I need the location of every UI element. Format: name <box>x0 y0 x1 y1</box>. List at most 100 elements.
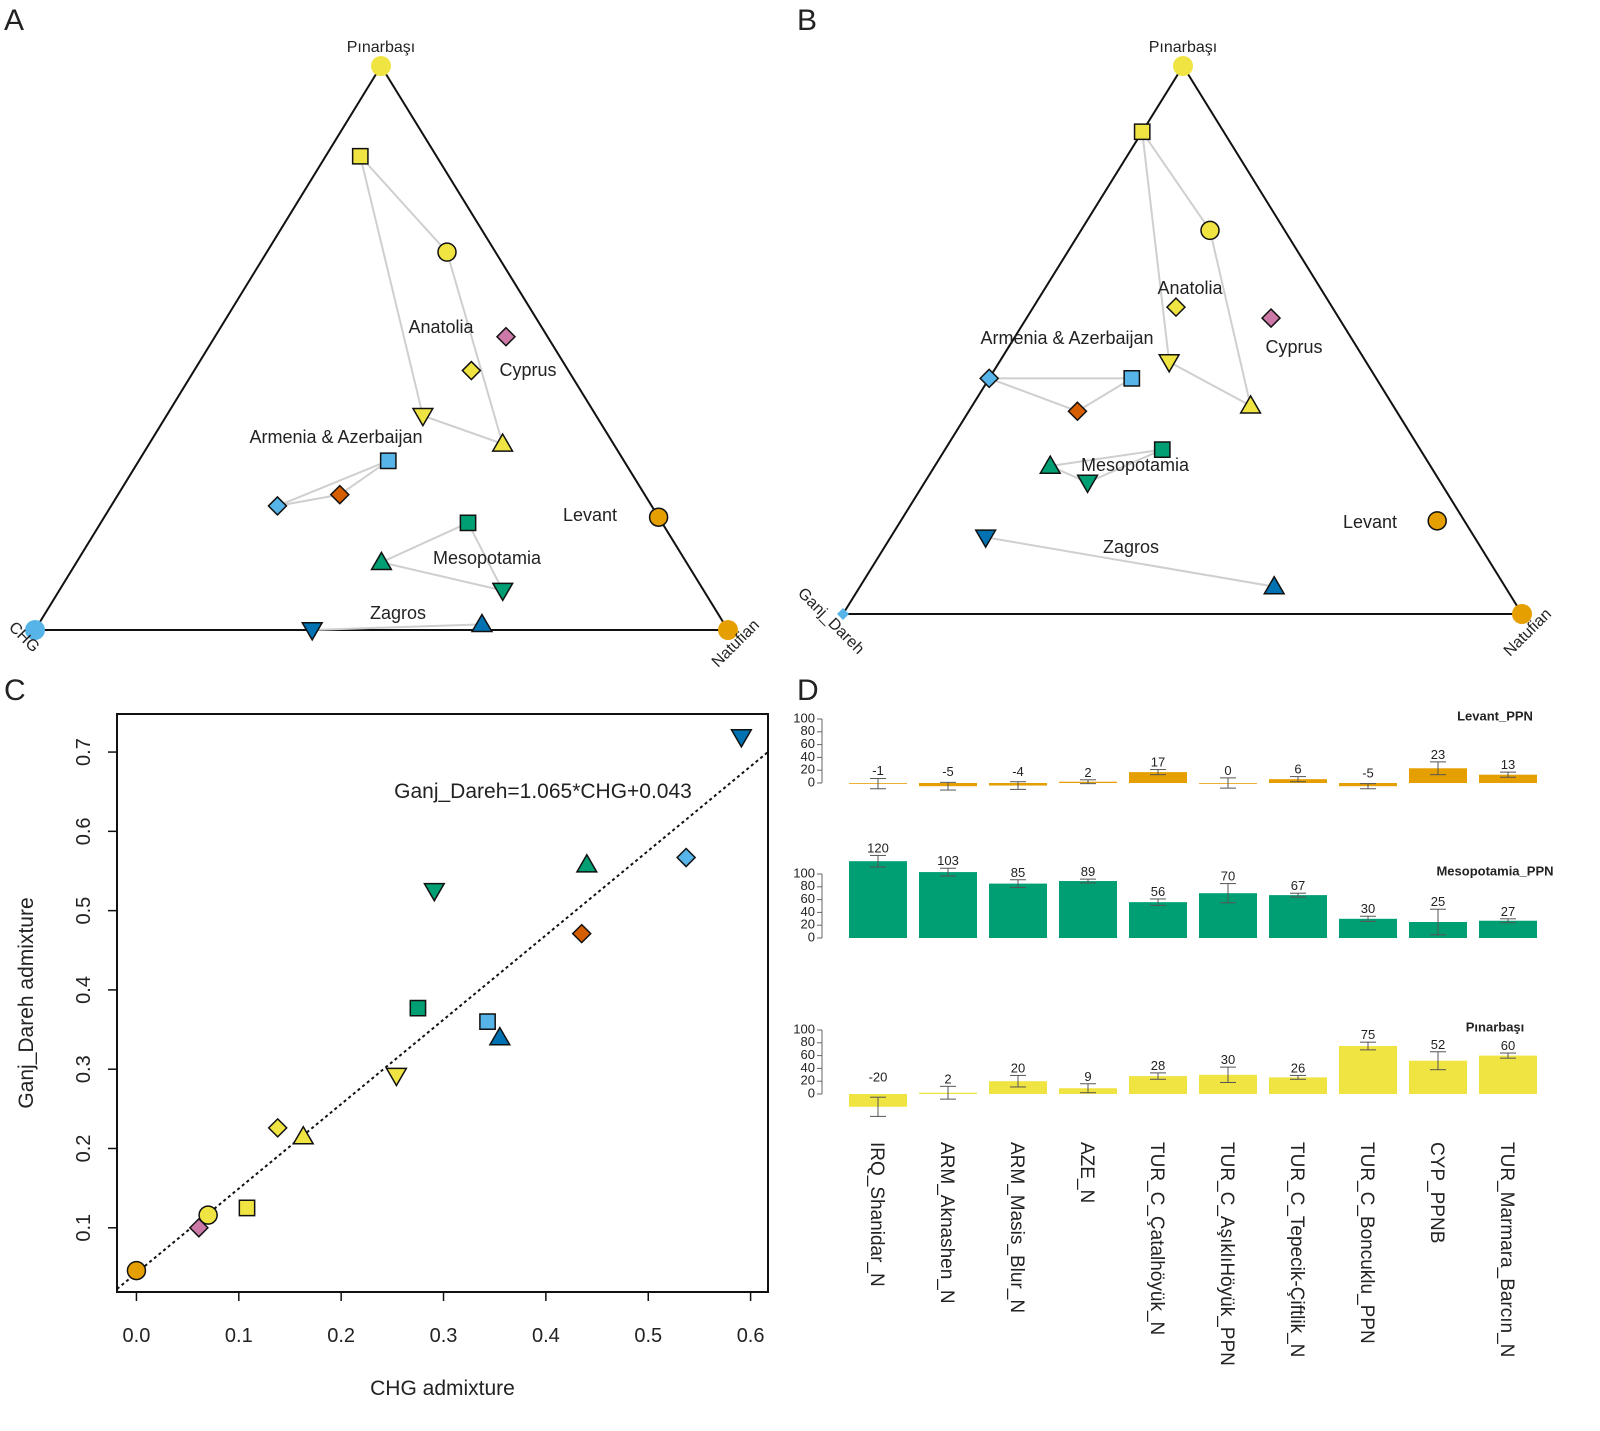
point <box>1133 123 1151 141</box>
vertex-label: Pınarbaşı <box>1149 39 1217 56</box>
value-label: 6 <box>1294 762 1301 777</box>
x-tick-label: TUR_C_Boncuklu_PPN <box>1356 1142 1377 1344</box>
ternary-frame <box>841 64 1524 615</box>
panel-label: C <box>4 674 26 707</box>
y-tick-label: 0.3 <box>73 1055 95 1083</box>
group-label: Anatolia <box>1157 278 1223 298</box>
point <box>370 550 393 571</box>
bar <box>989 883 1047 938</box>
y-tick-label: 80 <box>801 1034 815 1049</box>
point <box>571 923 592 944</box>
point <box>1153 441 1171 458</box>
ternary-frame <box>33 64 730 631</box>
group-label: Cyprus <box>499 360 556 380</box>
vertex-label: Ganj_Dareh <box>794 585 867 658</box>
y-tick-label: 100 <box>793 865 815 880</box>
x-tick-label: TUR_C_AşıklıHöyük_PPN <box>1216 1142 1237 1366</box>
x-tick-label: TUR_Marmara_Barcın_N <box>1496 1142 1517 1357</box>
value-label: 9 <box>1084 1069 1091 1084</box>
point <box>1262 575 1286 595</box>
value-label: 27 <box>1501 904 1515 919</box>
x-tick-label: 0.4 <box>532 1325 560 1347</box>
y-axis-title: Ganj_Dareh admixture <box>15 897 38 1108</box>
connector <box>988 377 1136 413</box>
bar <box>1269 1077 1327 1094</box>
x-tick-label: 0.0 <box>123 1325 151 1347</box>
group-label: Levant <box>1343 512 1397 532</box>
group-label: Mesopotamia <box>1081 455 1190 475</box>
point <box>1260 308 1282 329</box>
point <box>351 147 369 165</box>
plot-frame <box>116 713 769 1293</box>
bar <box>1059 881 1117 938</box>
x-tick-label: 0.5 <box>634 1325 662 1347</box>
point <box>479 1013 496 1031</box>
group-label: Cyprus <box>1265 337 1322 357</box>
vertex-marker <box>837 608 849 620</box>
bar <box>1129 1076 1187 1094</box>
group-label: Zagros <box>1103 537 1159 557</box>
value-label: -5 <box>1362 765 1374 780</box>
point <box>470 612 494 633</box>
value-label: 23 <box>1431 747 1445 762</box>
x-tick-label: 0.6 <box>737 1325 765 1347</box>
y-tick-label: 60 <box>801 891 815 906</box>
group-label: Anatolia <box>408 317 474 337</box>
point <box>459 514 477 532</box>
value-label: 56 <box>1151 884 1165 899</box>
panel-label: B <box>797 4 817 37</box>
value-label: 120 <box>867 840 889 855</box>
point <box>488 1026 512 1046</box>
facet-title: Pınarbaşı <box>1466 1019 1525 1034</box>
point <box>300 622 324 642</box>
point <box>267 1117 288 1138</box>
vertex-marker <box>1173 56 1193 76</box>
point <box>267 495 288 516</box>
vertex-marker <box>1512 604 1532 624</box>
value-label: 52 <box>1431 1037 1445 1052</box>
point <box>495 326 517 347</box>
x-tick-label: TUR_C_Tepecik-Çiftlik_N <box>1286 1142 1307 1357</box>
bar <box>1199 1074 1257 1094</box>
y-tick-label: 0 <box>808 774 815 789</box>
y-tick-label: 20 <box>801 917 815 932</box>
point <box>676 847 697 868</box>
x-tick-label: TUR_C_Çatalhöyük_N <box>1146 1142 1167 1335</box>
bar <box>919 872 977 938</box>
bar <box>1339 918 1397 938</box>
y-tick-label: 80 <box>801 723 815 738</box>
bar <box>1129 772 1187 783</box>
connector <box>1046 448 1163 484</box>
point <box>329 484 350 505</box>
x-tick-label: 0.3 <box>430 1325 458 1347</box>
point <box>648 507 669 527</box>
value-label: 89 <box>1081 864 1095 879</box>
value-label: 20 <box>1011 1060 1025 1075</box>
y-tick-label: 0 <box>808 929 815 944</box>
point <box>575 853 599 873</box>
vertex-marker <box>25 620 45 640</box>
bar <box>1129 902 1187 938</box>
value-label: 60 <box>1501 1038 1515 1053</box>
point <box>292 1125 315 1145</box>
point <box>1427 511 1447 531</box>
connector <box>1141 131 1253 408</box>
point <box>1165 297 1187 318</box>
connector <box>985 536 1275 588</box>
x-tick-label: CYP_PPNB <box>1426 1142 1447 1243</box>
x-tick-label: 0.1 <box>225 1325 253 1347</box>
x-tick-label: ARM_Aknashen_N <box>936 1142 957 1304</box>
x-tick-label: AZE_N <box>1076 1142 1097 1203</box>
group-label: Mesopotamia <box>433 548 542 568</box>
y-tick-label: 80 <box>801 878 815 893</box>
value-label: 2 <box>944 1071 951 1086</box>
point <box>1239 394 1262 414</box>
panel-label: A <box>4 4 24 37</box>
point <box>1076 474 1099 494</box>
point <box>1123 369 1141 387</box>
fit-line <box>116 751 769 1290</box>
bar <box>1409 768 1467 783</box>
y-tick-label: 40 <box>801 904 815 919</box>
value-label: 25 <box>1431 894 1445 909</box>
